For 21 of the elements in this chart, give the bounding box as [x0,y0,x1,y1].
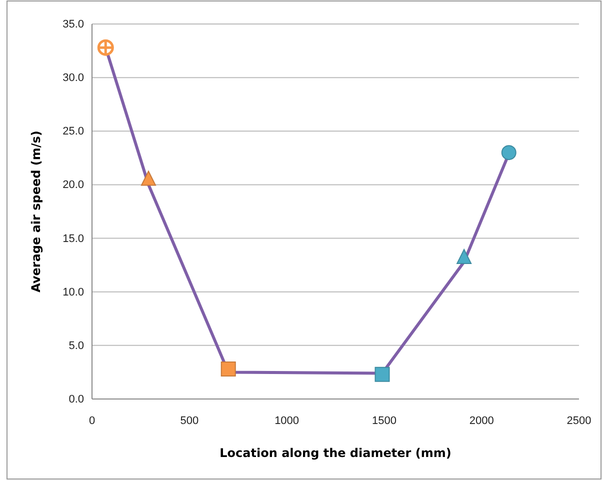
y-axis-title: Average air speed (m/s) [29,130,43,292]
point [220,362,236,376]
x-tick-label: 2000 [469,414,494,427]
point [501,145,516,160]
y-tick-label: 35.0 [62,18,84,31]
x-tick-label: 0 [88,414,96,427]
point [456,249,472,264]
y-tick-label: 0.0 [68,394,84,406]
y-tick-label: 5.0 [68,340,84,352]
x-axis-title: Location along the diameter (mm) [220,446,452,460]
point [140,170,156,186]
x-tick-label: 1000 [274,414,300,427]
y-tick-label: 20.0 [62,179,84,192]
point [374,366,390,382]
y-tick-label: 25.0 [62,126,84,138]
x-tick-label: 2500 [566,414,592,427]
y-tick-label: 30.0 [62,72,84,84]
y-tick-label: 15.0 [62,232,84,245]
x-tick-label: 1500 [372,414,396,427]
y-tick-label: 10.0 [62,286,84,298]
x-tick-label: 500 [180,414,199,427]
